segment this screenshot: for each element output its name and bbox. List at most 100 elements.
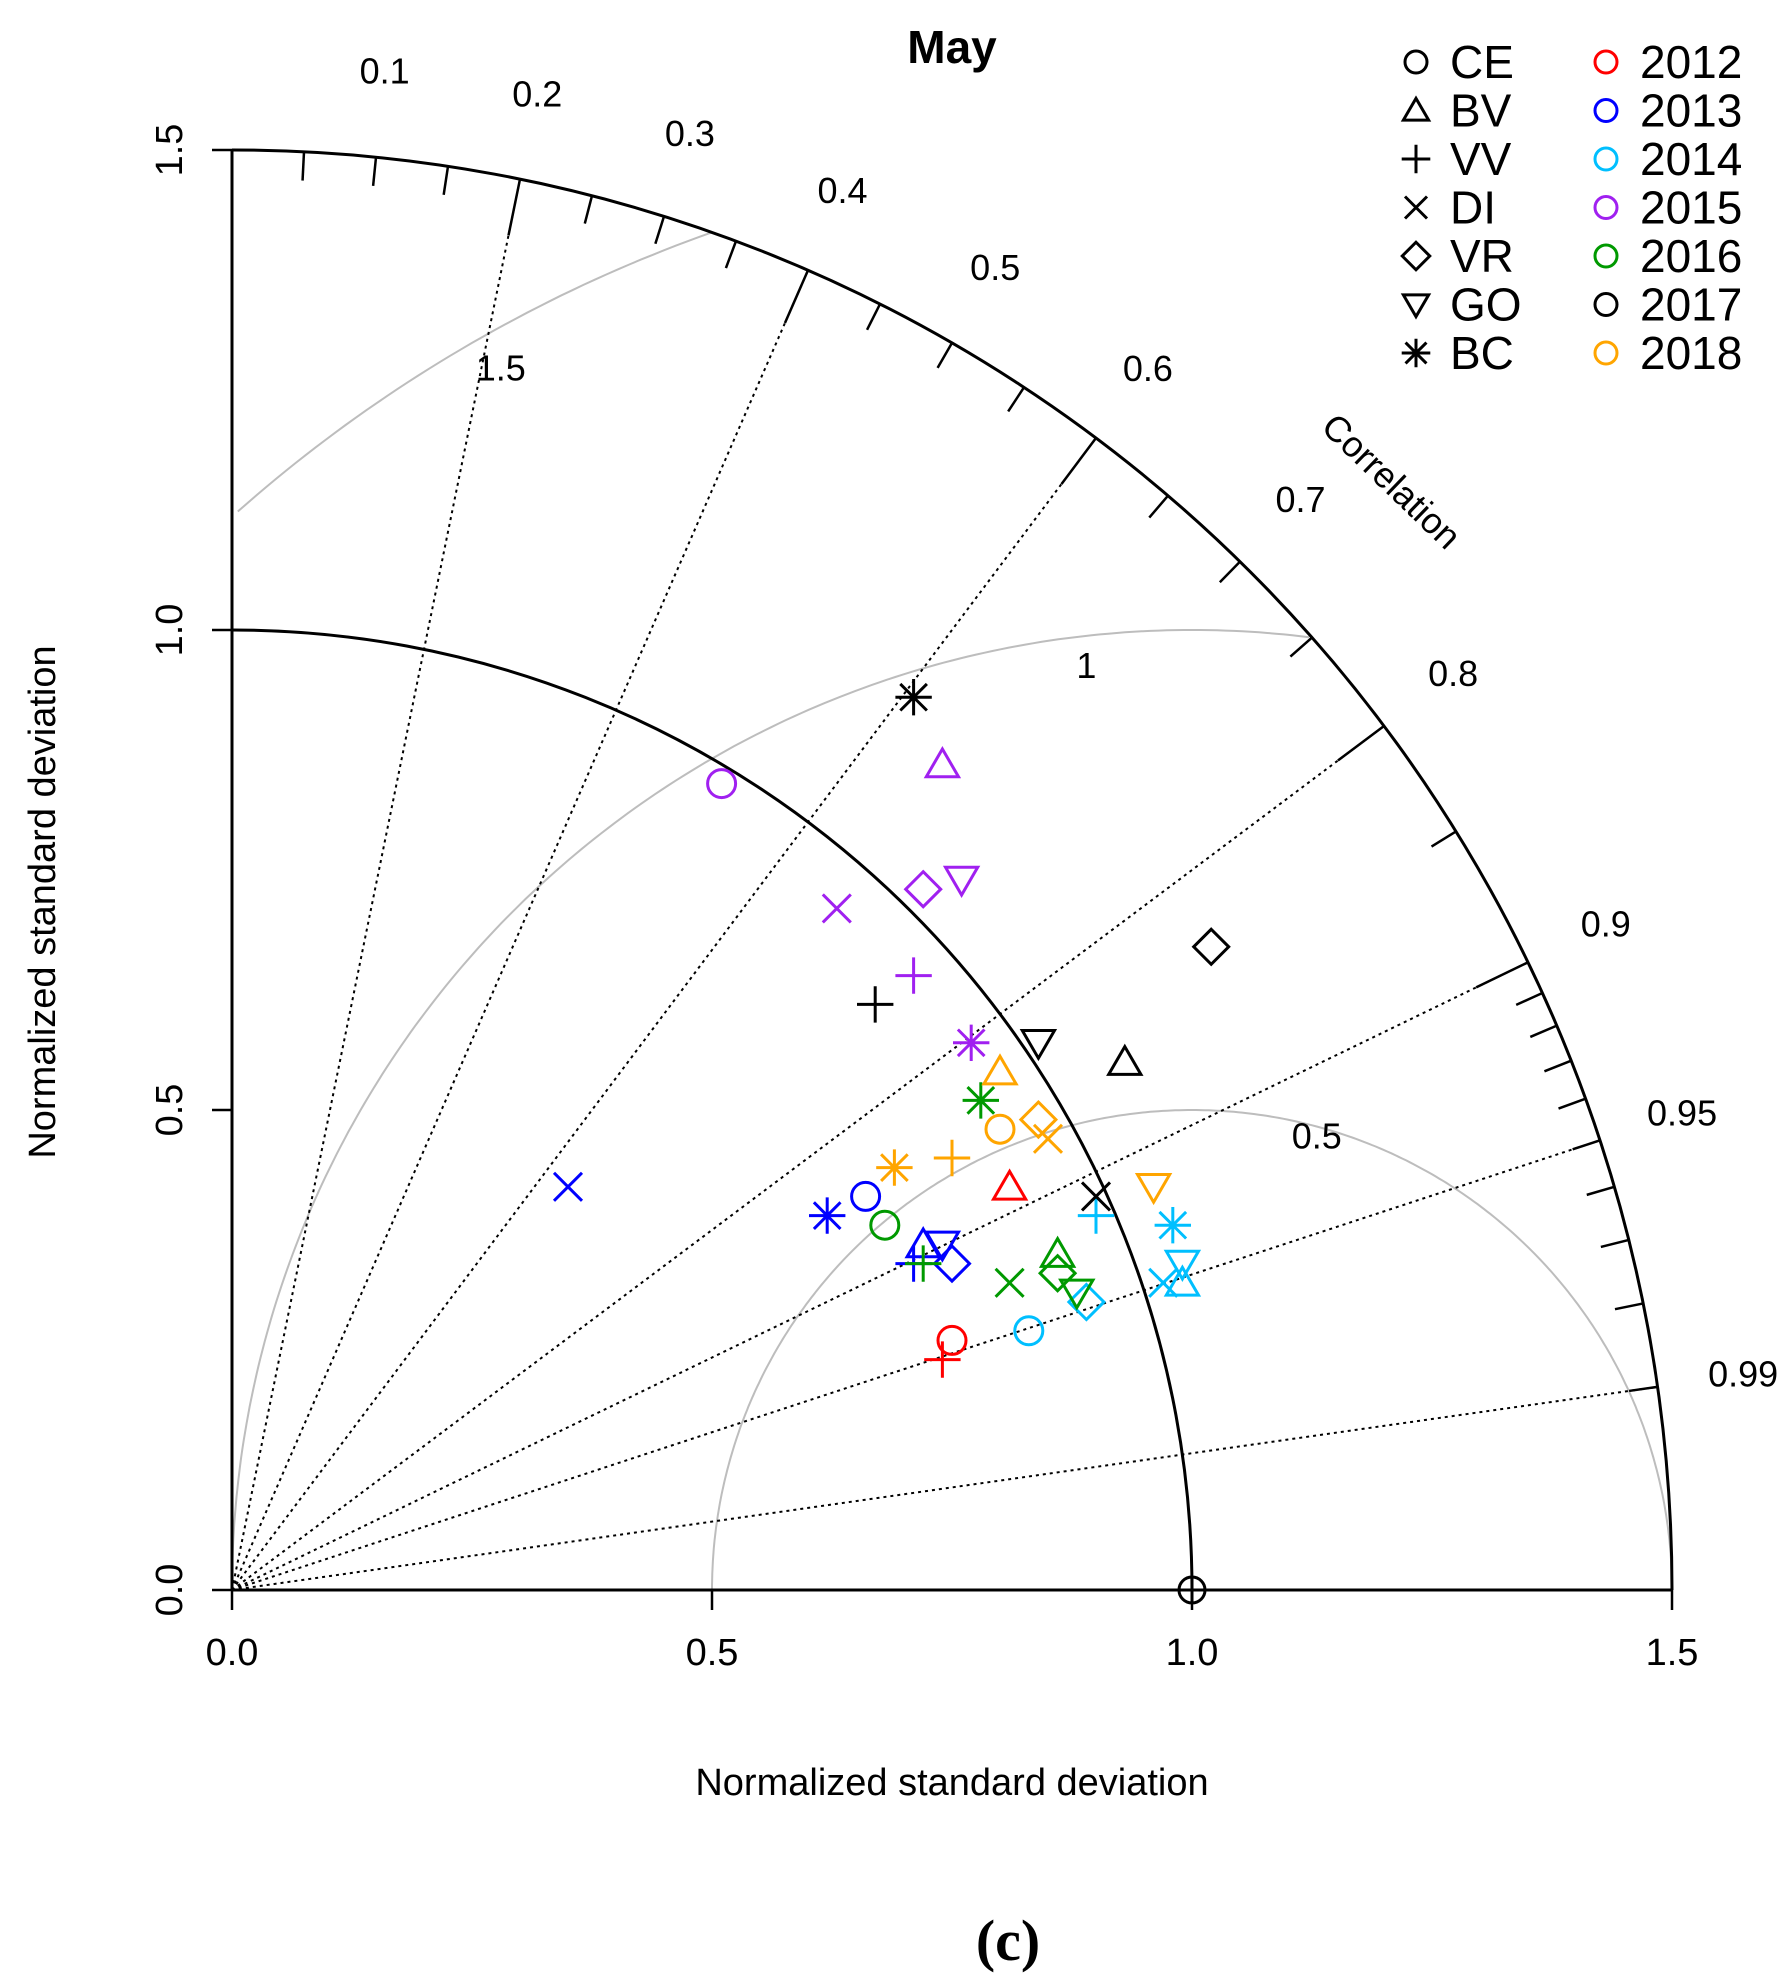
y-tick-label: 0.0	[149, 1564, 191, 1617]
correlation-tick	[1515, 991, 1543, 1007]
legend-year-label: 2018	[1640, 327, 1742, 379]
data-point-vv-2018	[933, 1139, 971, 1177]
correlation-tick	[1148, 494, 1169, 519]
data-point-vr-2015	[903, 869, 943, 909]
correlation-tick	[1060, 437, 1097, 485]
legend-symbol-ce: CE	[1403, 36, 1514, 88]
correlation-tick	[442, 166, 450, 195]
legend-symbol-go: GO	[1400, 279, 1522, 331]
data-point-go-2017	[1019, 1028, 1058, 1062]
legend-year-2018: 2018	[1593, 327, 1742, 379]
data-point-vv-2014	[1077, 1197, 1115, 1234]
y-tick-label: 1.5	[149, 124, 191, 177]
data-point-go-2015	[942, 865, 981, 898]
legend-year-2012: 2012	[1593, 36, 1742, 88]
legend-year-2015: 2015	[1593, 182, 1742, 234]
data-point-bc-2017	[895, 679, 932, 716]
data-point-vv-2012	[924, 1341, 961, 1378]
data-point-go-2018	[1134, 1172, 1173, 1206]
correlation-tick-label: 0.6	[1123, 348, 1173, 389]
legend-symbol-di: DI	[1403, 182, 1496, 234]
data-point-ce-2013	[850, 1180, 882, 1212]
legend-symbol-bv: BV	[1400, 85, 1512, 137]
correlation-line	[231, 269, 809, 1591]
correlation-tick	[1614, 1302, 1644, 1311]
data-point-bc-2013	[809, 1197, 846, 1234]
legend-year-label: 2015	[1640, 182, 1742, 234]
rms-label: 1.5	[476, 347, 526, 388]
data-point-vr-2017	[1191, 927, 1231, 967]
data-point-di-2016	[994, 1267, 1025, 1298]
points-layer	[552, 679, 1231, 1605]
axes-layer: 0.00.00.50.51.01.01.51.50.10.20.30.40.50…	[149, 50, 1778, 1674]
legend-year-label: 2012	[1640, 36, 1742, 88]
correlation-tick-label: 0.8	[1428, 653, 1478, 694]
data-point-vr-2014	[1066, 1282, 1107, 1322]
legend-symbol-label: VR	[1450, 230, 1514, 282]
correlation-tick	[583, 195, 594, 224]
x-tick-label: 1.5	[1646, 1632, 1699, 1674]
x-tick-label: 0.5	[686, 1632, 739, 1674]
legend-symbol-label: BV	[1450, 85, 1512, 137]
correlation-tick-label: 0.7	[1275, 479, 1325, 520]
correlation-tick	[1558, 1097, 1587, 1110]
data-point-bv-2015	[923, 746, 962, 779]
correlation-tick	[1289, 636, 1313, 658]
legend-symbol-label: DI	[1450, 182, 1496, 234]
correlation-tick	[1600, 1238, 1630, 1249]
correlation-tick	[1007, 386, 1026, 413]
data-point-go-2014	[1163, 1249, 1202, 1282]
legend-symbol-label: VV	[1450, 133, 1512, 185]
y-tick-label: 0.5	[149, 1084, 191, 1137]
correlation-tick	[371, 157, 378, 186]
rms-label: 1	[1076, 645, 1096, 686]
y-axis-title: Normalized standard deviation	[22, 645, 64, 1158]
data-point-ce-2018	[984, 1113, 1016, 1145]
rms-label: 0.5	[1292, 1115, 1342, 1156]
reference-point	[1177, 1575, 1207, 1605]
data-point-di-2013	[552, 1171, 584, 1202]
data-point-bc-2014	[1154, 1207, 1191, 1244]
legend-year-2017: 2017	[1593, 279, 1742, 331]
x-axis-title: Normalized standard deviation	[695, 1762, 1208, 1804]
rms-contour	[237, 231, 712, 513]
correlation-tick	[654, 215, 666, 245]
correlation-line	[231, 437, 1097, 1591]
correlation-tick	[1218, 560, 1241, 584]
correlation-tick-label: 0.3	[665, 113, 715, 154]
legend-year-2016: 2016	[1593, 230, 1742, 282]
data-point-go-2016	[1058, 1278, 1096, 1311]
correlation-line	[231, 1139, 1601, 1591]
correlation-tick	[1543, 1059, 1572, 1073]
data-point-bc-2016	[962, 1082, 999, 1119]
data-point-ce-2014	[1013, 1315, 1045, 1347]
correlation-tick	[783, 269, 810, 324]
correlation-tick-label: 0.5	[970, 247, 1020, 288]
data-point-vr-2013	[932, 1243, 972, 1284]
data-point-bv-2016	[1038, 1235, 1077, 1268]
correlation-axis-title: Correlation	[1314, 405, 1469, 557]
data-point-di-2015	[821, 893, 852, 924]
correlation-tick	[1572, 1139, 1601, 1151]
correlation-tick	[1475, 961, 1529, 989]
legend-year-label: 2013	[1640, 85, 1742, 137]
data-point-vv-2016	[905, 1245, 942, 1282]
correlation-tick-label: 0.95	[1647, 1092, 1717, 1133]
legend-symbol-bc: BC	[1401, 327, 1514, 379]
data-point-bv-2018	[981, 1053, 1019, 1086]
legend-year-label: 2017	[1640, 279, 1742, 331]
rms-contour	[711, 1109, 1673, 1590]
correlation-tick	[1430, 830, 1457, 848]
data-point-di-2014	[1148, 1267, 1179, 1298]
legend-year-label: 2014	[1640, 133, 1742, 185]
data-point-bv-2012	[990, 1168, 1029, 1201]
correlation-tick	[865, 303, 882, 331]
data-point-bc-2015	[953, 1024, 990, 1061]
correlation-tick-label: 0.4	[818, 170, 868, 211]
x-tick-label: 0.0	[206, 1632, 259, 1674]
legend-year-label: 2016	[1640, 230, 1742, 282]
data-point-vv-2015	[895, 957, 932, 994]
correlation-line	[231, 178, 521, 1591]
correlation-tick	[301, 151, 306, 181]
